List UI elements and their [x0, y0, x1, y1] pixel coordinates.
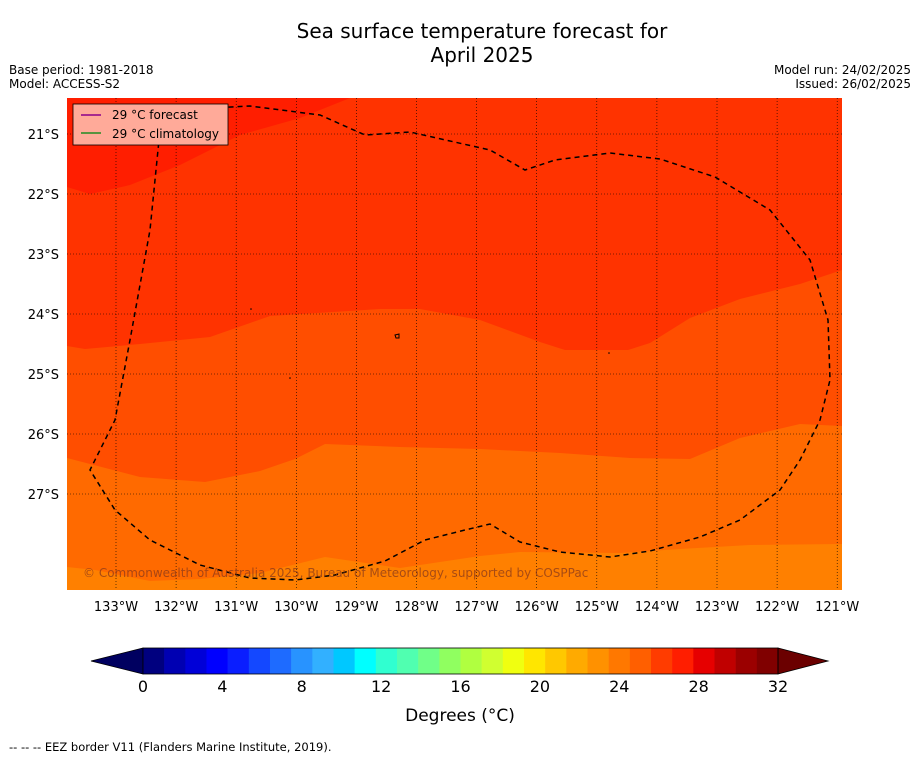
islet-marker	[608, 352, 610, 354]
colorbar-segment	[672, 648, 694, 674]
colorbar-segment	[397, 648, 419, 674]
longitude-label: 126°W	[515, 600, 559, 615]
latitude-label: 24°S	[28, 308, 59, 323]
colorbar-tick-label: 20	[530, 677, 550, 696]
latitude-label: 22°S	[28, 188, 59, 203]
latitude-label: 23°S	[28, 248, 59, 263]
colorbar-segment	[227, 648, 250, 674]
longitude-label: 127°W	[455, 600, 499, 615]
colorbar-segment	[333, 648, 355, 674]
colorbar-segment	[270, 648, 292, 674]
band-26-27	[67, 544, 842, 590]
title-line-1: Sea surface temperature forecast for	[296, 19, 668, 43]
band-27-28	[67, 424, 842, 590]
model-name: Model: ACCESS-S2	[9, 77, 121, 91]
colorbar-segment	[354, 648, 377, 674]
metadata-right: Model run: 24/02/2025 Issued: 26/02/2025	[774, 63, 911, 91]
latitude-label: 21°S	[28, 128, 59, 143]
footnote-eez-source: -- -- -- EEZ border V11 (Flanders Marine…	[9, 740, 332, 754]
colorbar-segment	[439, 648, 461, 674]
colorbar-segment	[587, 648, 609, 674]
temperature-field	[67, 98, 842, 590]
island-outline	[394, 333, 400, 339]
colorbar-tick-label: 12	[371, 677, 391, 696]
colorbar-label: Degrees (°C)	[405, 706, 515, 726]
longitude-label: 121°W	[815, 600, 859, 615]
longitude-label: 129°W	[334, 600, 378, 615]
legend-box	[72, 103, 229, 146]
colorbar-segment	[524, 648, 546, 674]
longitude-label: 124°W	[635, 600, 679, 615]
legend-forecast-label: 29 °C forecast	[112, 108, 198, 122]
metadata-left: Base period: 1981-2018 Model: ACCESS-S2	[9, 63, 154, 91]
issued-date: Issued: 26/02/2025	[795, 77, 911, 91]
colorbar-segment	[248, 648, 271, 674]
colorbar-segment	[185, 648, 207, 674]
colorbar-segment	[651, 648, 673, 674]
colorbar-segment	[206, 648, 228, 674]
legend-climatology-label: 29 °C climatology	[112, 127, 219, 141]
colorbar-tick-label: 24	[609, 677, 629, 696]
longitude-label: 132°W	[154, 600, 198, 615]
islet-marker	[289, 377, 291, 379]
colorbar-segment	[629, 648, 652, 674]
colorbar-segment	[545, 648, 567, 674]
base-period: Base period: 1981-2018	[9, 63, 154, 77]
colorbar-segment	[735, 648, 758, 674]
title-line-2: April 2025	[430, 43, 534, 67]
eez-border	[89, 105, 831, 581]
latitude-label: 26°S	[28, 428, 59, 443]
model-run: Model run: 24/02/2025	[773, 63, 911, 77]
colorbar-segment	[375, 648, 398, 674]
colorbar-tick-label: 32	[768, 677, 788, 696]
longitude-label: 123°W	[695, 600, 739, 615]
longitude-label: 131°W	[214, 600, 258, 615]
latitude-labels: 21°S 22°S 23°S 24°S 25°S 26°S 27°S	[28, 128, 59, 503]
colorbar-tick-labels: 0 4 8 12 16 20 24 28 32	[138, 677, 788, 696]
colorbar	[90, 647, 830, 675]
colorbar-segment	[756, 648, 779, 674]
colorbar-segment	[291, 648, 313, 674]
colorbar-segment	[608, 648, 631, 674]
colorbar-segment	[164, 648, 186, 674]
colorbar-segment	[312, 648, 334, 674]
longitude-label: 122°W	[755, 600, 799, 615]
colorbar-tick-label: 8	[297, 677, 307, 696]
longitude-label: 128°W	[394, 600, 438, 615]
colorbar-segment	[502, 648, 525, 674]
latitude-label: 25°S	[28, 368, 59, 383]
map-legend: 29 °C forecast 29 °C climatology	[72, 103, 229, 146]
colorbar-tick-label: 4	[217, 677, 227, 696]
colorbar-segment	[460, 648, 482, 674]
colorbar-segment	[714, 648, 736, 674]
colorbar-tick-label: 0	[138, 677, 148, 696]
colorbar-segment	[143, 648, 165, 674]
colorbar-segment	[566, 648, 588, 674]
colorbar-tick-label: 16	[450, 677, 470, 696]
latitude-label: 27°S	[28, 488, 59, 503]
colorbar-segment	[693, 648, 715, 674]
colorbar-segment	[418, 648, 440, 674]
longitude-label: 130°W	[274, 600, 318, 615]
longitude-label: 133°W	[94, 600, 138, 615]
longitude-labels: 133°W 132°W 131°W 130°W 129°W 128°W 127°W 126°W…	[94, 600, 860, 615]
colorbar-outline	[142, 647, 779, 675]
islet-marker	[250, 308, 252, 310]
colorbar-tick-label: 28	[688, 677, 708, 696]
longitude-label: 125°W	[575, 600, 619, 615]
colorbar-segment	[481, 648, 504, 674]
colorbar-min-extension	[90, 647, 144, 675]
colorbar-max-extension	[777, 647, 830, 675]
copyright-notice: © Commonwealth of Australia 2025, Bureau…	[83, 566, 588, 580]
